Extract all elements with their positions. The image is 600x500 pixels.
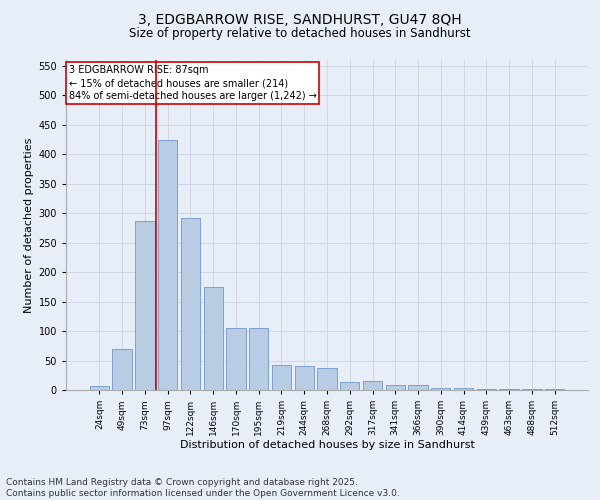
Bar [158,140,178,390]
Bar [272,364,291,390]
Bar [522,389,542,390]
Bar [295,366,314,390]
Bar [409,386,428,390]
Bar [545,389,564,390]
Bar [90,386,109,390]
Bar [340,382,359,390]
Bar [249,328,268,390]
Bar [226,328,245,390]
Bar [431,388,451,390]
Text: Size of property relative to detached houses in Sandhurst: Size of property relative to detached ho… [129,28,471,40]
Bar [203,287,223,390]
Bar [112,349,132,390]
Bar [454,388,473,390]
Bar [135,221,155,390]
Text: Contains HM Land Registry data © Crown copyright and database right 2025.
Contai: Contains HM Land Registry data © Crown c… [6,478,400,498]
Bar [386,386,405,390]
Text: 3, EDGBARROW RISE, SANDHURST, GU47 8QH: 3, EDGBARROW RISE, SANDHURST, GU47 8QH [138,12,462,26]
Bar [363,381,382,390]
Bar [181,218,200,390]
Bar [317,368,337,390]
Text: 3 EDGBARROW RISE: 87sqm
← 15% of detached houses are smaller (214)
84% of semi-d: 3 EDGBARROW RISE: 87sqm ← 15% of detache… [68,65,316,102]
Y-axis label: Number of detached properties: Number of detached properties [24,138,34,312]
X-axis label: Distribution of detached houses by size in Sandhurst: Distribution of detached houses by size … [179,440,475,450]
